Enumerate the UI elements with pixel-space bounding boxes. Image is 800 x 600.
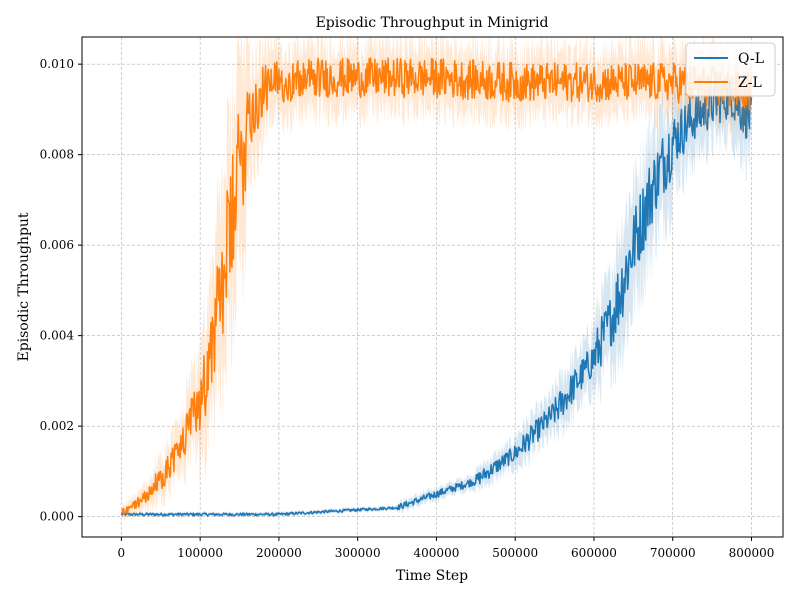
x-tick-label: 600000 bbox=[571, 546, 617, 560]
legend-label-z-l: Z-L bbox=[738, 75, 762, 91]
axes-frame bbox=[81, 36, 784, 538]
legend-label-q-l: Q-L bbox=[738, 51, 764, 67]
chart-title: Episodic Throughput in Minigrid bbox=[316, 15, 549, 31]
x-tick-label: 200000 bbox=[256, 546, 302, 560]
y-axis-title: Episodic Throughput bbox=[16, 212, 32, 361]
legend: Q-L Z-L bbox=[685, 42, 776, 97]
x-axis: 0 100000 200000 300000 400000 500000 600000 700… bbox=[118, 537, 775, 560]
series-line-q-l bbox=[120, 79, 753, 517]
y-tick-label: 0.002 bbox=[40, 419, 74, 433]
y-tick-label: 0.004 bbox=[40, 329, 75, 343]
x-tick-label: 300000 bbox=[335, 546, 381, 560]
y-tick-label: 0.000 bbox=[40, 510, 74, 524]
y-axis: 0.000 0.002 0.004 0.006 0.008 0.010 bbox=[40, 57, 82, 524]
x-tick-label: 700000 bbox=[650, 546, 696, 560]
y-tick-label: 0.010 bbox=[40, 57, 74, 71]
x-tick-label: 500000 bbox=[492, 546, 538, 560]
y-tick-label: 0.008 bbox=[40, 148, 74, 162]
x-tick-label: 100000 bbox=[177, 546, 223, 560]
x-tick-label: 400000 bbox=[414, 546, 460, 560]
x-tick-label: 800000 bbox=[729, 546, 775, 560]
y-tick-label: 0.006 bbox=[40, 238, 74, 252]
x-tick-label: 0 bbox=[118, 546, 126, 560]
x-axis-title: Time Step bbox=[396, 568, 468, 584]
series-line-z-l bbox=[120, 57, 753, 515]
